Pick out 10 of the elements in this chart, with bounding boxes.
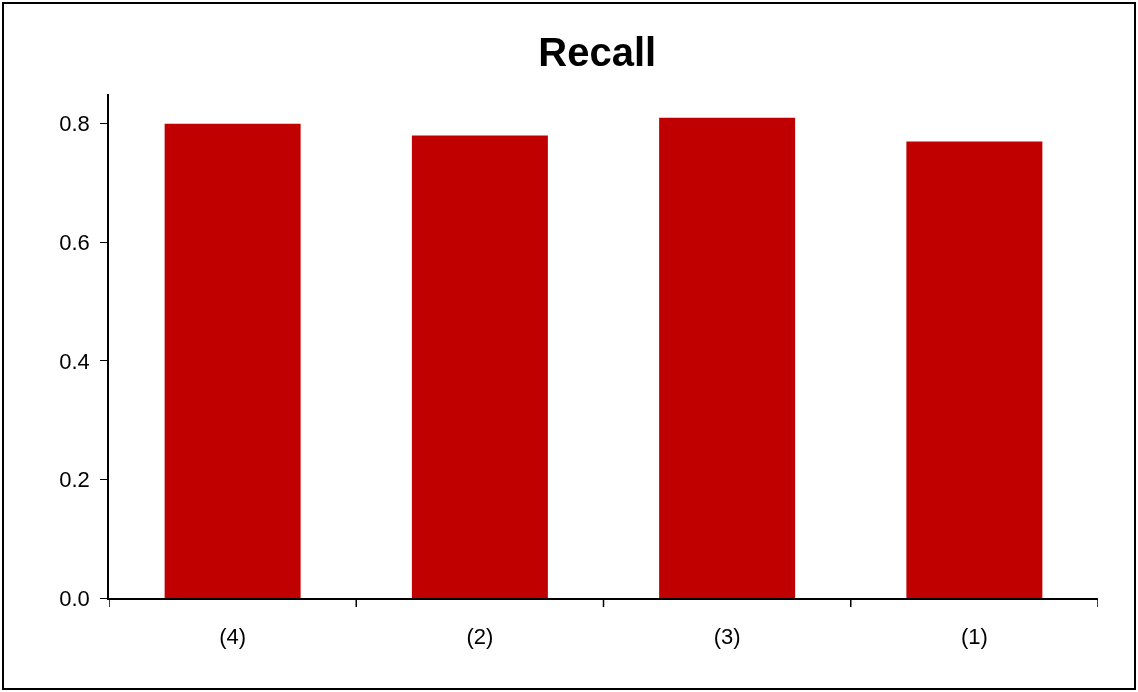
x-tick-label: (2) (466, 624, 494, 650)
y-tick-label: 0.4 (59, 348, 90, 374)
y-tick-label: 0.8 (59, 111, 90, 137)
x-tick-label: (3) (713, 624, 741, 650)
chart-title: Recall (538, 29, 657, 74)
y-tick-label: 0.2 (59, 467, 90, 493)
x-tick-label: (4) (219, 624, 247, 650)
x-tick-label: (1) (960, 624, 988, 650)
y-tick-label: 0.0 (59, 585, 90, 611)
y-tick-label: 0.6 (59, 229, 90, 255)
